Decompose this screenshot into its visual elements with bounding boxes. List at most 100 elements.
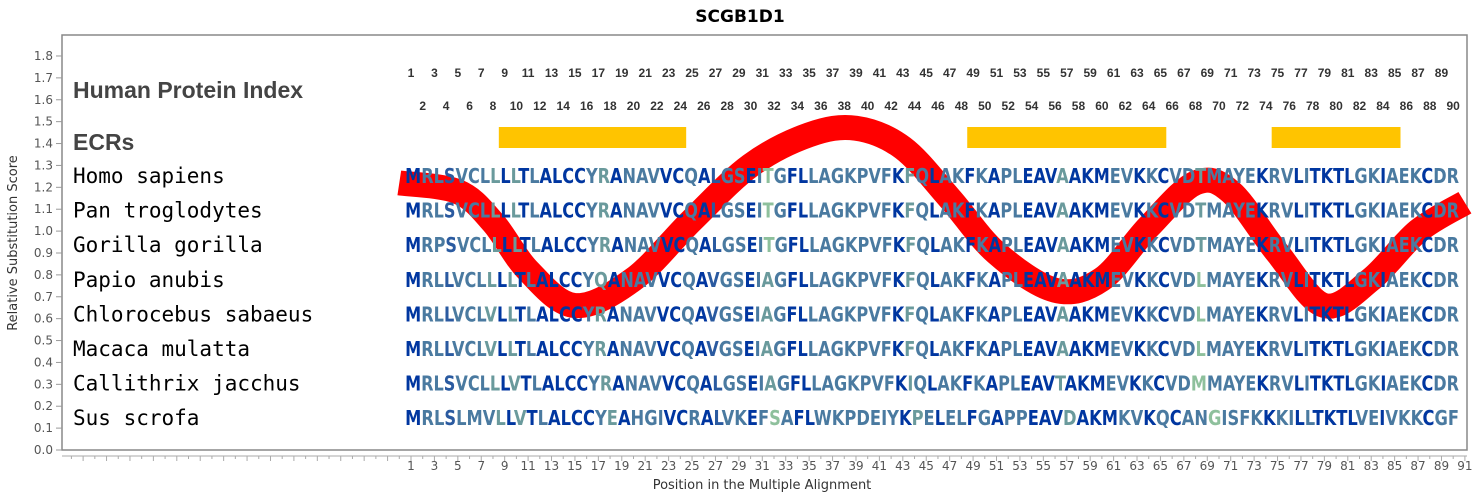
residue: F [788,233,799,257]
residue: E [1023,302,1034,326]
residue: A [638,372,651,396]
residue: T [526,406,537,430]
residue: P [1001,233,1013,257]
protein-index-number: 17 [592,66,606,80]
x-tick-label: 69 [1200,459,1215,473]
residue: K [844,302,858,326]
residue: R [688,406,701,430]
residue: C [559,302,571,326]
residue: Q [684,199,698,223]
residue: K [892,164,906,188]
residue: T [1333,233,1344,257]
residue: T [1333,164,1344,188]
residue: L [798,199,808,223]
residue: V [869,233,882,257]
residue: A [698,164,711,188]
residue: M [1094,164,1110,188]
residue: V [871,372,884,396]
residue: R [599,233,611,257]
residue: E [1022,199,1033,223]
residue: C [1170,406,1182,430]
residue: G [1435,406,1448,430]
residue: C [1158,233,1170,257]
residue: G [978,406,991,430]
protein-index-number: 25 [685,66,699,80]
residue: Q [915,164,929,188]
residue: M [1206,199,1222,223]
residue: M [405,372,421,396]
residue: L [1012,164,1022,188]
residue: E [1368,406,1379,430]
species-name: Pan troglodytes [73,199,263,223]
residue: E [1245,268,1256,292]
residue: E [1106,372,1117,396]
residue: S [735,233,747,257]
residue: L [809,233,819,257]
y-tick-label: 0.6 [34,312,53,326]
species-name: Gorilla gorilla [73,233,263,257]
residue: G [721,164,734,188]
residue: A [542,372,555,396]
residue: L [712,233,722,257]
residue: L [798,268,808,292]
residue: L [434,164,444,188]
residue: R [421,372,433,396]
residue: Q [915,199,929,223]
protein-index-number: 40 [861,99,875,113]
residue: G [720,268,733,292]
residue: T [1312,406,1323,430]
residue: K [1146,164,1160,188]
residue: C [571,302,583,326]
residue: K [892,302,906,326]
residue: L [490,199,500,223]
alignment-row: Sus scrofa MRLSLMVLLVTLALCCYEAHGIVCRALVKE… [73,406,1459,430]
residue: A [636,199,649,223]
protein-index-number: 82 [1353,99,1367,113]
residue: K [1398,406,1412,430]
residue: E [747,372,758,396]
residue: A [1386,372,1399,396]
residue: K [1146,337,1160,361]
x-tick-label: 19 [614,459,629,473]
residue: G [1355,233,1368,257]
residue: Q [915,337,929,361]
x-tick-label: 39 [848,459,863,473]
residue: S [732,302,744,326]
residue: A [989,233,1002,257]
residue: K [1256,233,1270,257]
protein-index-number: 3 [431,66,438,80]
x-tick-label: 65 [1153,459,1168,473]
residue: L [799,233,809,257]
residue-sequence: MRLSVCLLLVTLALCCYRANAVVCQALGSEIAGFLLAGKP… [405,372,1459,396]
residue: A [939,302,952,326]
residue: L [526,302,536,326]
residue: A [698,199,711,223]
residue: E [1110,164,1121,188]
residue: L [497,268,507,292]
residue: D [1063,406,1077,430]
residue: K [1118,406,1132,430]
residue: G [773,302,786,326]
residue: G [1354,268,1367,292]
residue: T [1195,164,1206,188]
residue: I [755,302,761,326]
residue: L [490,372,500,396]
residue: T [518,164,529,188]
residue: A [1069,268,1082,292]
residue: K [1321,372,1335,396]
residue: L [808,199,818,223]
residue: L [492,233,502,257]
residue: C [571,406,583,430]
residue: E [744,337,755,361]
residue: R [421,406,434,430]
residue: C [674,372,686,396]
residue: S [445,233,457,257]
residue: K [952,268,966,292]
residue: K [1321,268,1335,292]
residue: R [421,337,433,361]
protein-index-number: 59 [1084,66,1098,80]
residue: L [1293,164,1303,188]
residue: V [650,372,663,396]
protein-index-number: 20 [627,99,641,113]
residue: F [964,302,975,326]
